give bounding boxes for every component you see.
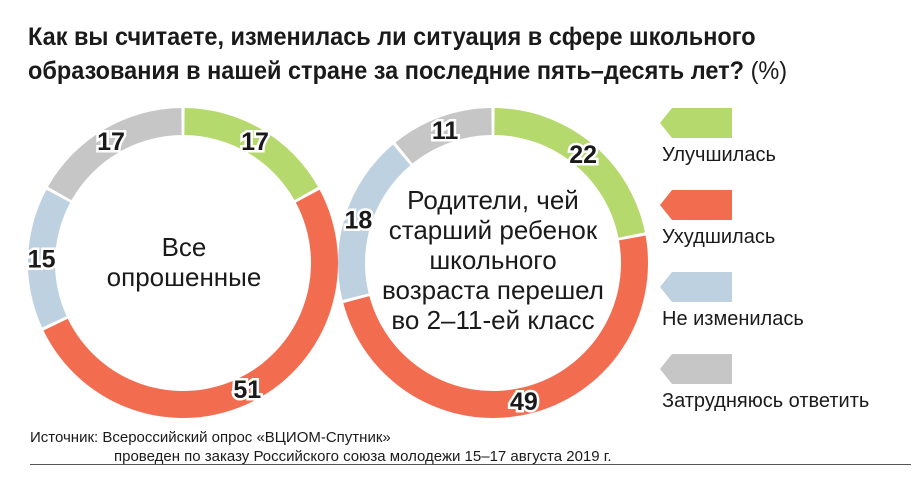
source-note: Источник: Всероссийский опрос «ВЦИОМ-Спу… — [30, 428, 612, 466]
legend-swatch-improved — [660, 108, 732, 138]
legend-label-undecided: Затрудняюсь ответить — [662, 390, 870, 412]
donut-slice-improved — [494, 108, 645, 238]
legend-swatch-unchanged — [660, 272, 732, 302]
source-line-1: Источник: Всероссийский опрос «ВЦИОМ-Спу… — [30, 429, 391, 446]
center-label-line: Родители, чей — [407, 185, 579, 215]
donut-slice-undecided — [395, 108, 492, 164]
legend-swatch-worsened — [660, 190, 732, 220]
center-label-line: опрошенные — [106, 262, 262, 292]
chart-title: Как вы считаете, изменилась ли ситуация … — [28, 20, 855, 88]
center-label-line: старший ребенок — [388, 215, 598, 245]
donut-slice-worsened — [43, 189, 339, 419]
legend-swatch-undecided — [660, 354, 732, 384]
donut-slice-unchanged — [338, 144, 411, 300]
data-label-worsened: 49 — [510, 388, 538, 416]
donut-center-label-all: Все опрошенные — [64, 232, 304, 292]
data-label-unchanged: 18 — [345, 206, 373, 234]
donut-center-label-parents: Родители, чей старший ребенок школьного воз… — [373, 185, 613, 335]
donut-slice-unchanged — [27, 189, 71, 328]
data-label-undecided: 11 — [432, 117, 459, 145]
data-label-improved: 17 — [241, 128, 269, 156]
center-label-line: школьного — [429, 245, 557, 275]
donut-chart-all: 17 51 15 17 — [25, 108, 339, 419]
data-label-unchanged: 15 — [28, 246, 56, 274]
data-label-worsened: 51 — [233, 376, 261, 404]
donut-slice-worsened — [343, 235, 648, 418]
bottom-divider — [30, 464, 911, 465]
center-label-line: Все — [161, 232, 207, 262]
donut-slice-undecided — [47, 108, 182, 201]
donut-slice-improved — [184, 108, 319, 201]
legend-label-unchanged: Не изменилась — [662, 308, 804, 330]
chart-title-text: Как вы считаете, изменилась ли ситуация … — [28, 23, 756, 85]
center-label-line: во 2–11-ей класс — [391, 305, 595, 335]
chart-unit: (%) — [750, 57, 788, 85]
center-label-line: возраста перешел — [382, 275, 604, 305]
donut-chart-parents: 22 49 18 11 — [338, 108, 648, 419]
legend-label-improved: Улучшилась — [662, 144, 776, 166]
source-line-2: проведен по заказу Российского союза мол… — [114, 448, 612, 465]
legend-label-worsened: Ухудшилась — [662, 226, 776, 248]
data-label-improved: 22 — [569, 141, 597, 169]
data-label-undecided: 17 — [97, 128, 125, 156]
